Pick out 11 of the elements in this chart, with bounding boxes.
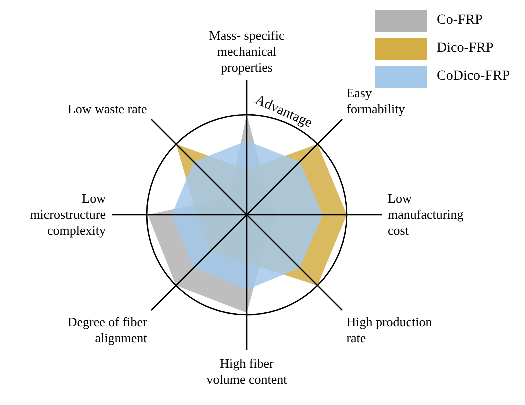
spoke-label: High production rate [346, 314, 433, 346]
legend-label: CoDico-FRP [437, 69, 512, 85]
spoke-label: Low microstructure complexity [30, 191, 107, 238]
spoke-label: Easy formability [346, 85, 406, 116]
spoke-label: High fiber volume content [206, 356, 288, 387]
legend-label: Co-FRP [437, 13, 484, 29]
spoke-label: Low manufacturing cost [388, 191, 464, 238]
spoke-label: Low waste rate [68, 101, 148, 116]
spoke-label: Mass- specific mechanical properties [209, 28, 285, 75]
legend-label: Dico-FRP [437, 41, 495, 57]
spoke-label: Degree of fiber alignment [68, 314, 148, 346]
